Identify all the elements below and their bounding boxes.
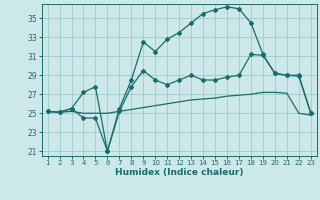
X-axis label: Humidex (Indice chaleur): Humidex (Indice chaleur)	[115, 168, 244, 177]
